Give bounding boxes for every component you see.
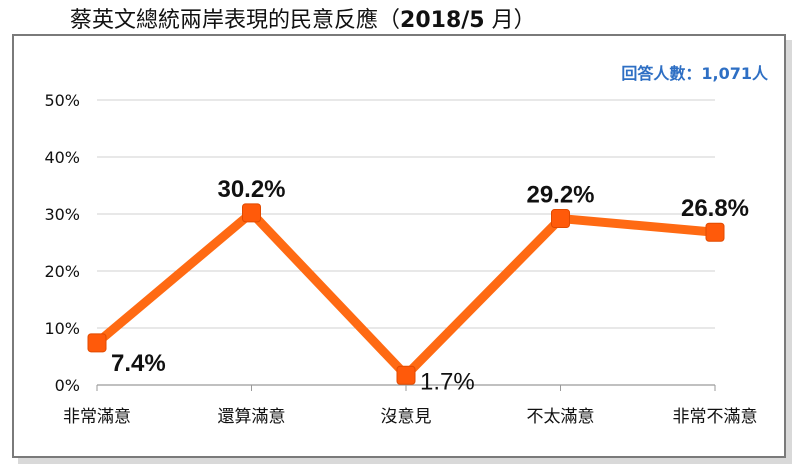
respondent-count: 回答人數：1,071人 — [621, 64, 768, 83]
data-label-2: 1.7% — [420, 368, 475, 395]
x-tick-label: 還算滿意 — [218, 407, 286, 427]
data-label-1: 30.2% — [217, 176, 285, 203]
y-tick-label: 0% — [55, 376, 80, 395]
data-point-0 — [87, 333, 107, 353]
y-tick-label: 30% — [44, 205, 80, 224]
x-tick-label: 非常不滿意 — [673, 407, 758, 427]
chart-title-period: 2018/5 — [400, 8, 485, 33]
x-tick-label: 非常滿意 — [63, 407, 131, 427]
y-tick-label: 10% — [44, 319, 80, 338]
data-label-3: 29.2% — [526, 182, 594, 209]
data-point-2 — [396, 365, 416, 385]
x-tick-label: 沒意見 — [381, 407, 432, 427]
x-tick-label: 不太滿意 — [527, 407, 595, 427]
y-tick-label: 40% — [44, 148, 80, 167]
y-tick-label: 50% — [44, 91, 80, 110]
chart-title-suffix: 月） — [484, 8, 536, 33]
data-point-1 — [242, 203, 261, 223]
series-line — [92, 206, 720, 382]
data-point-4 — [705, 222, 725, 242]
chart-title-main: 蔡英文總統兩岸表現的民意反應（ — [70, 8, 401, 33]
data-point-3 — [551, 209, 570, 229]
y-tick-label: 20% — [44, 262, 80, 281]
data-label-4: 26.8% — [681, 195, 749, 222]
chart-title: 蔡英文總統兩岸表現的民意反應（2018/5 月） — [70, 2, 536, 34]
data-label-0: 7.4% — [111, 350, 166, 377]
chart-frame — [12, 34, 786, 458]
